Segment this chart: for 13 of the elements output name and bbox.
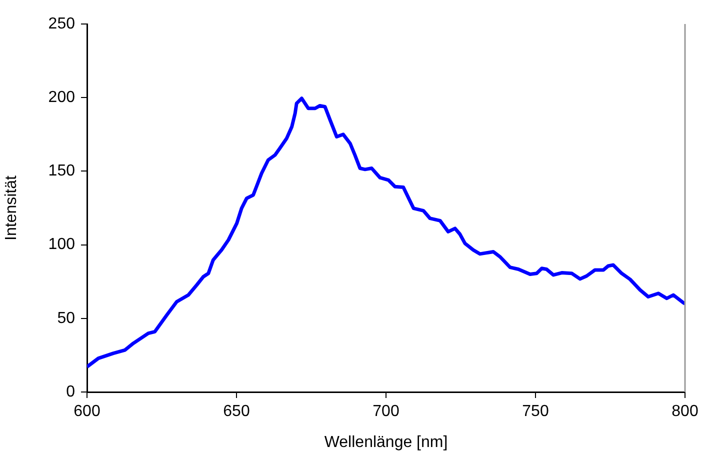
y-axis-title: Intensität: [3, 174, 20, 240]
y-tick-label: 50: [57, 310, 76, 327]
y-tick-label: 200: [48, 89, 76, 106]
x-tick-label: 750: [522, 403, 549, 420]
y-tick-label: 100: [48, 236, 76, 254]
x-tick-label: 700: [372, 403, 400, 420]
y-tick-label: 150: [48, 162, 76, 180]
y-tick-label: 0: [66, 383, 76, 400]
x-tick-label: 800: [672, 403, 698, 420]
y-tick-label: 250: [48, 15, 76, 32]
x-axis-title: Wellenlänge [nm]: [324, 434, 448, 451]
x-tick-label: 600: [74, 403, 100, 420]
x-tick-label: 650: [223, 403, 250, 420]
